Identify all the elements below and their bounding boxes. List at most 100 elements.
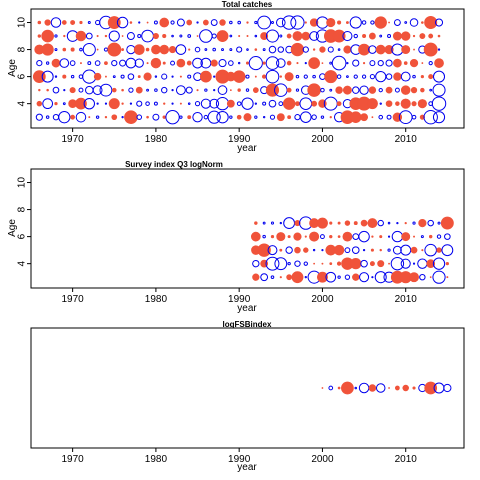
negative-residual-bubble [387, 34, 392, 39]
negative-residual-bubble [120, 74, 125, 79]
negative-residual-bubble [391, 230, 404, 243]
negative-residual-bubble [212, 47, 216, 52]
negative-residual-bubble [194, 46, 201, 53]
negative-residual-bubble [78, 87, 84, 93]
negative-residual-bubble [329, 88, 333, 92]
negative-residual-bubble [369, 74, 376, 80]
positive-residual-bubble [418, 218, 427, 228]
positive-residual-bubble [349, 111, 362, 123]
negative-residual-bubble [274, 257, 288, 271]
negative-residual-bubble [129, 102, 133, 105]
negative-residual-bubble [277, 46, 285, 53]
negative-residual-bubble [346, 61, 349, 65]
negative-residual-bubble [386, 114, 392, 120]
positive-residual-bubble [345, 21, 349, 24]
negative-residual-bubble [187, 74, 192, 79]
negative-residual-bubble [136, 100, 143, 107]
negative-residual-bubble [229, 20, 233, 25]
positive-residual-bubble [423, 42, 438, 57]
negative-residual-bubble [75, 111, 87, 123]
negative-residual-bubble [213, 75, 216, 78]
positive-residual-bubble [419, 33, 426, 40]
negative-residual-bubble [359, 85, 369, 95]
positive-residual-bubble [419, 114, 425, 120]
positive-residual-bubble [301, 31, 311, 41]
negative-residual-bubble [260, 273, 269, 282]
negative-residual-bubble [387, 235, 391, 238]
positive-residual-bubble [186, 19, 193, 26]
negative-residual-bubble [94, 60, 101, 66]
positive-residual-bubble [424, 16, 438, 30]
positive-residual-bubble [219, 19, 226, 26]
positive-residual-bubble [104, 75, 107, 78]
positive-residual-bubble [63, 34, 66, 38]
positive-residual-bubble [304, 235, 307, 238]
positive-residual-bubble [368, 86, 377, 94]
negative-residual-bubble [411, 114, 417, 120]
negative-residual-bubble [360, 259, 368, 268]
negative-residual-bubble [320, 115, 325, 119]
negative-residual-bubble [312, 74, 316, 79]
positive-residual-bubble [410, 87, 418, 94]
positive-residual-bubble [428, 234, 433, 239]
positive-residual-bubble [337, 20, 342, 25]
negative-residual-bubble [252, 259, 260, 268]
positive-residual-bubble [409, 272, 419, 283]
negative-residual-bubble [125, 57, 137, 69]
positive-residual-bubble [284, 72, 294, 82]
positive-residual-bubble [159, 17, 170, 28]
positive-residual-bubble [370, 248, 374, 252]
negative-residual-bubble [354, 386, 358, 390]
positive-residual-bubble [104, 115, 108, 119]
x-tick-label: 1970 [62, 454, 85, 465]
negative-residual-bubble [290, 15, 305, 30]
panel-logfsbindex: logFSBindex 1970 1980 1990 2000 2010 year [30, 320, 465, 473]
negative-residual-bubble [412, 262, 416, 265]
positive-residual-bubble [287, 235, 291, 239]
negative-residual-bubble [112, 75, 116, 79]
negative-residual-bubble [325, 271, 337, 283]
positive-residual-bubble [70, 20, 76, 25]
positive-residual-bubble [388, 21, 390, 24]
positive-residual-bubble [279, 248, 283, 252]
positive-residual-bubble [329, 221, 333, 225]
positive-residual-bubble [367, 218, 378, 229]
negative-residual-bubble [361, 20, 367, 25]
positive-residual-bubble [362, 34, 367, 39]
positive-residual-bubble [260, 32, 269, 40]
positive-residual-bubble [54, 102, 58, 106]
negative-residual-bubble [138, 21, 141, 24]
positive-residual-bubble [186, 60, 192, 66]
plot-area [30, 327, 465, 449]
negative-residual-bubble [279, 34, 283, 38]
negative-residual-bubble [379, 34, 383, 38]
negative-residual-bubble [254, 34, 258, 38]
negative-residual-bubble [54, 48, 58, 52]
positive-residual-bubble [237, 88, 241, 92]
bubble-layer [321, 381, 452, 395]
negative-residual-bubble [270, 275, 275, 279]
negative-residual-bubble [400, 258, 411, 269]
positive-residual-bubble [420, 87, 425, 93]
negative-residual-bubble [42, 98, 54, 110]
negative-residual-bubble [79, 47, 83, 52]
positive-residual-bubble [409, 58, 419, 68]
negative-residual-bubble [254, 102, 258, 105]
positive-residual-bubble [360, 219, 368, 227]
bubble-layer [250, 216, 454, 284]
negative-residual-bubble [427, 219, 434, 227]
negative-residual-bubble [41, 70, 54, 83]
y-tick-label: 6 [17, 73, 28, 79]
x-axis-label: year [237, 462, 257, 473]
x-axis: 1970 1980 1990 2000 2010 [62, 128, 417, 145]
positive-residual-bubble [146, 21, 149, 24]
negative-residual-bubble [179, 34, 183, 38]
negative-residual-bubble [285, 246, 293, 254]
positive-residual-bubble [135, 86, 143, 94]
negative-residual-bubble [441, 244, 454, 257]
negative-residual-bubble [237, 20, 241, 25]
negative-residual-bubble [431, 96, 447, 111]
positive-residual-bubble [51, 58, 61, 68]
negative-residual-bubble [136, 114, 143, 120]
negative-residual-bubble [196, 21, 199, 24]
